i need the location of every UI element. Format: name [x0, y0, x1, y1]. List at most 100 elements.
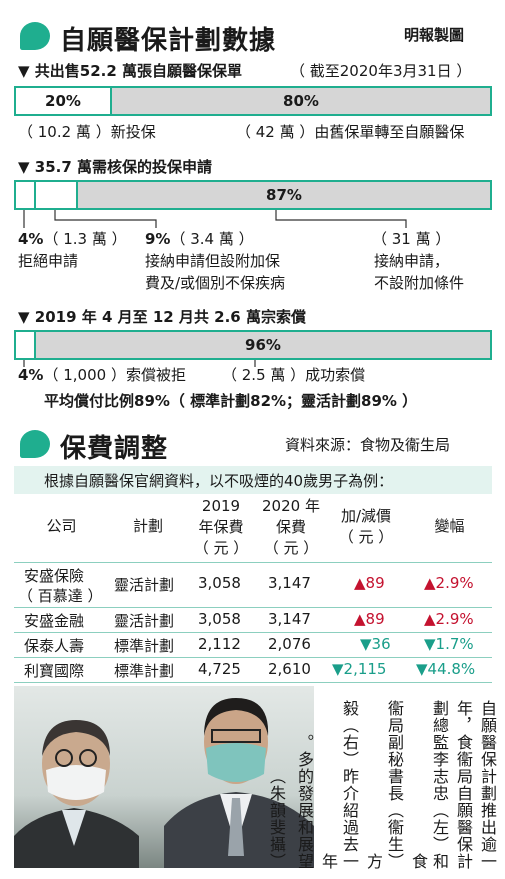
- cell-plan: 靈活計劃: [114, 576, 175, 594]
- section2-bar-divider-2: [76, 182, 78, 208]
- cell-2019: 2,112: [198, 635, 241, 653]
- cell-change: ▲89: [354, 610, 385, 628]
- th-change-line2: （ 元 ）: [338, 528, 394, 546]
- section2-b-desc2: 費及/或個別不保疾病: [145, 274, 286, 292]
- table-row: 利寶國際 標準計劃 4,725 2,610 ▼2,115 ▼44.8%: [14, 658, 492, 682]
- premium-title: 保費調整: [60, 434, 169, 464]
- th-2019: 2019 年保費 （ 元 ）: [187, 496, 255, 559]
- row-divider: [14, 657, 492, 658]
- th-2020-line1: 2020 年: [262, 497, 320, 515]
- th-company: 公司: [46, 517, 77, 535]
- cell-2019: 3,058: [198, 610, 241, 628]
- section2-b-pct: 9%: [145, 230, 171, 248]
- table-row: 安盛保險 （ 百慕達 ） 靈活計劃 3,058 3,147 ▲89 ▲2.9%: [14, 563, 492, 607]
- section2-bar-divider-1: [34, 182, 36, 208]
- photo-caption: 自願醫保計劃推出逾一 年，食衞局自願醫保計 劃總監李志忠（左）和食 衞局副秘書長…: [267, 688, 498, 870]
- section2-a-count: （ 1.3 萬 ）: [43, 230, 127, 248]
- right-person-glasses: [211, 729, 261, 743]
- cell-company: 利寶國際: [24, 662, 85, 680]
- th-2019-line1: 2019: [201, 497, 241, 515]
- section2-c-desc2: 不設附加條件: [374, 274, 465, 292]
- caption-col-7: （朱韻斐攝）: [267, 768, 286, 870]
- section1-bar: 20% 80%: [14, 86, 492, 116]
- cell-change: ▲89: [354, 574, 385, 592]
- left-person-shirt: [62, 810, 86, 846]
- section2-c-count: （ 31 萬 ）: [372, 230, 451, 248]
- cell-2019: 3,058: [198, 574, 241, 592]
- cell-plan: 靈活計劃: [114, 612, 175, 630]
- cell-plan: 標準計劃: [114, 637, 175, 655]
- table-header-divider: [14, 562, 492, 563]
- left-person-glasses-r: [79, 749, 97, 767]
- cell-plan: 標準計劃: [114, 662, 175, 680]
- left-person-mask: [46, 765, 106, 800]
- news-photo: [14, 686, 314, 868]
- section1-bar-divider: [110, 88, 112, 114]
- section3-leader-lines: [23, 360, 256, 367]
- section2-big-pct: 87%: [266, 186, 302, 204]
- th-plan: 計劃: [132, 517, 163, 535]
- table-row: 保泰人壽 標準計劃 2,112 2,076 ▼36 ▼1.7%: [14, 633, 492, 657]
- section2-bar-segment-accepted: [78, 182, 490, 208]
- cell-company: 安盛金融: [24, 612, 85, 630]
- caption-col-6: 多的發展和展望。: [295, 734, 314, 870]
- table-intro: 根據自願醫保官網資料，以不吸煙的40歲男子為例：: [44, 472, 394, 490]
- section2-a-pct: 4%: [18, 230, 44, 248]
- section1-heading: ▼ 共出售52.2 萬張自願醫保保單: [18, 62, 242, 80]
- section1-left-label: （ 10.2 萬 ）新投保: [18, 123, 156, 141]
- section1-left-pct: 20%: [45, 92, 81, 110]
- section2-a-desc: 拒絕申請: [18, 252, 79, 270]
- left-person-hair: [42, 720, 110, 756]
- page-title: 自願醫保計劃數據: [60, 26, 277, 56]
- caption-col-4: 衞局副秘書長（衞生）方: [364, 700, 404, 870]
- caption-col-2: 年，食衞局自願醫保計: [454, 700, 473, 870]
- cell-pct: ▼44.8%: [416, 660, 476, 678]
- cell-2020: 2,076: [268, 635, 311, 653]
- section3-summary: 平均償付比例89%（ 標準計劃82%；靈活計劃89% ）: [44, 392, 418, 410]
- cell-2020: 3,147: [268, 574, 311, 592]
- section2-leader-b: [54, 210, 157, 228]
- caption-col-3: 劃總監李志忠（左）和食: [409, 700, 449, 870]
- section1-bar-segment-transfer: [112, 88, 490, 114]
- th-2020-line2: 保費: [275, 518, 306, 536]
- section2-heading: ▼ 35.7 萬需核保的投保申請: [18, 158, 212, 176]
- cell-company: 保泰人壽: [24, 637, 85, 655]
- table-bottom-line: [14, 682, 492, 683]
- section2-c-desc1: 接納申請，: [374, 252, 450, 270]
- section2-b-line1: 9%（ 3.4 萬 ）: [145, 228, 254, 250]
- row-divider: [14, 607, 492, 608]
- th-change-line1: 加/減價: [340, 507, 392, 525]
- right-person-hair: [204, 698, 269, 736]
- section1-right-label: （ 42 萬 ）由舊保單轉至自願醫保: [236, 123, 465, 141]
- cell-pct: ▲2.9%: [424, 610, 474, 628]
- table-intro-band: [14, 466, 492, 494]
- section3-bar-divider: [34, 332, 36, 358]
- cell-company-sub: （ 百慕達 ）: [18, 587, 103, 605]
- premium-source: 資料來源：食物及衞生局: [285, 436, 451, 454]
- th-change: 加/減價 （ 元 ）: [327, 506, 405, 548]
- section3-big-pct: 96%: [245, 336, 281, 354]
- right-person-tie: [228, 798, 244, 856]
- section1-right-pct: 80%: [283, 92, 319, 110]
- th-2019-line3: （ 元 ）: [193, 539, 249, 557]
- section2-bar: 87%: [14, 180, 492, 210]
- section3-b-label: （ 2.5 萬 ）成功索償: [222, 366, 366, 384]
- cell-pct: ▼1.7%: [424, 635, 474, 653]
- section3-a-pct: 4%: [18, 366, 44, 384]
- caption-col-1: 自願醫保計劃推出逾一: [478, 700, 497, 870]
- th-2019-line2: 年保費: [198, 518, 244, 536]
- right-person-mask: [206, 743, 266, 782]
- row-divider: [14, 632, 492, 633]
- table-row: 安盛金融 靈活計劃 3,058 3,147 ▲89 ▲2.9%: [14, 608, 492, 632]
- section2-leader-c: [275, 210, 407, 228]
- cell-change: ▼2,115: [332, 660, 387, 678]
- section3-a-line: 4%（ 1,000 ）索償被拒: [18, 364, 186, 386]
- speech-bubble-icon-2: [20, 430, 50, 458]
- section3-a-label: （ 1,000 ）索償被拒: [43, 366, 186, 384]
- section1-date-note: （ 截至2020年3月31日 ）: [290, 62, 472, 80]
- section2-b-count: （ 3.4 萬 ）: [170, 230, 254, 248]
- cell-2019: 4,725: [198, 660, 241, 678]
- section1-bar-segment-new: [16, 88, 110, 114]
- section3-bar-segment-success: [36, 332, 490, 358]
- th-pct: 變幅: [434, 517, 465, 535]
